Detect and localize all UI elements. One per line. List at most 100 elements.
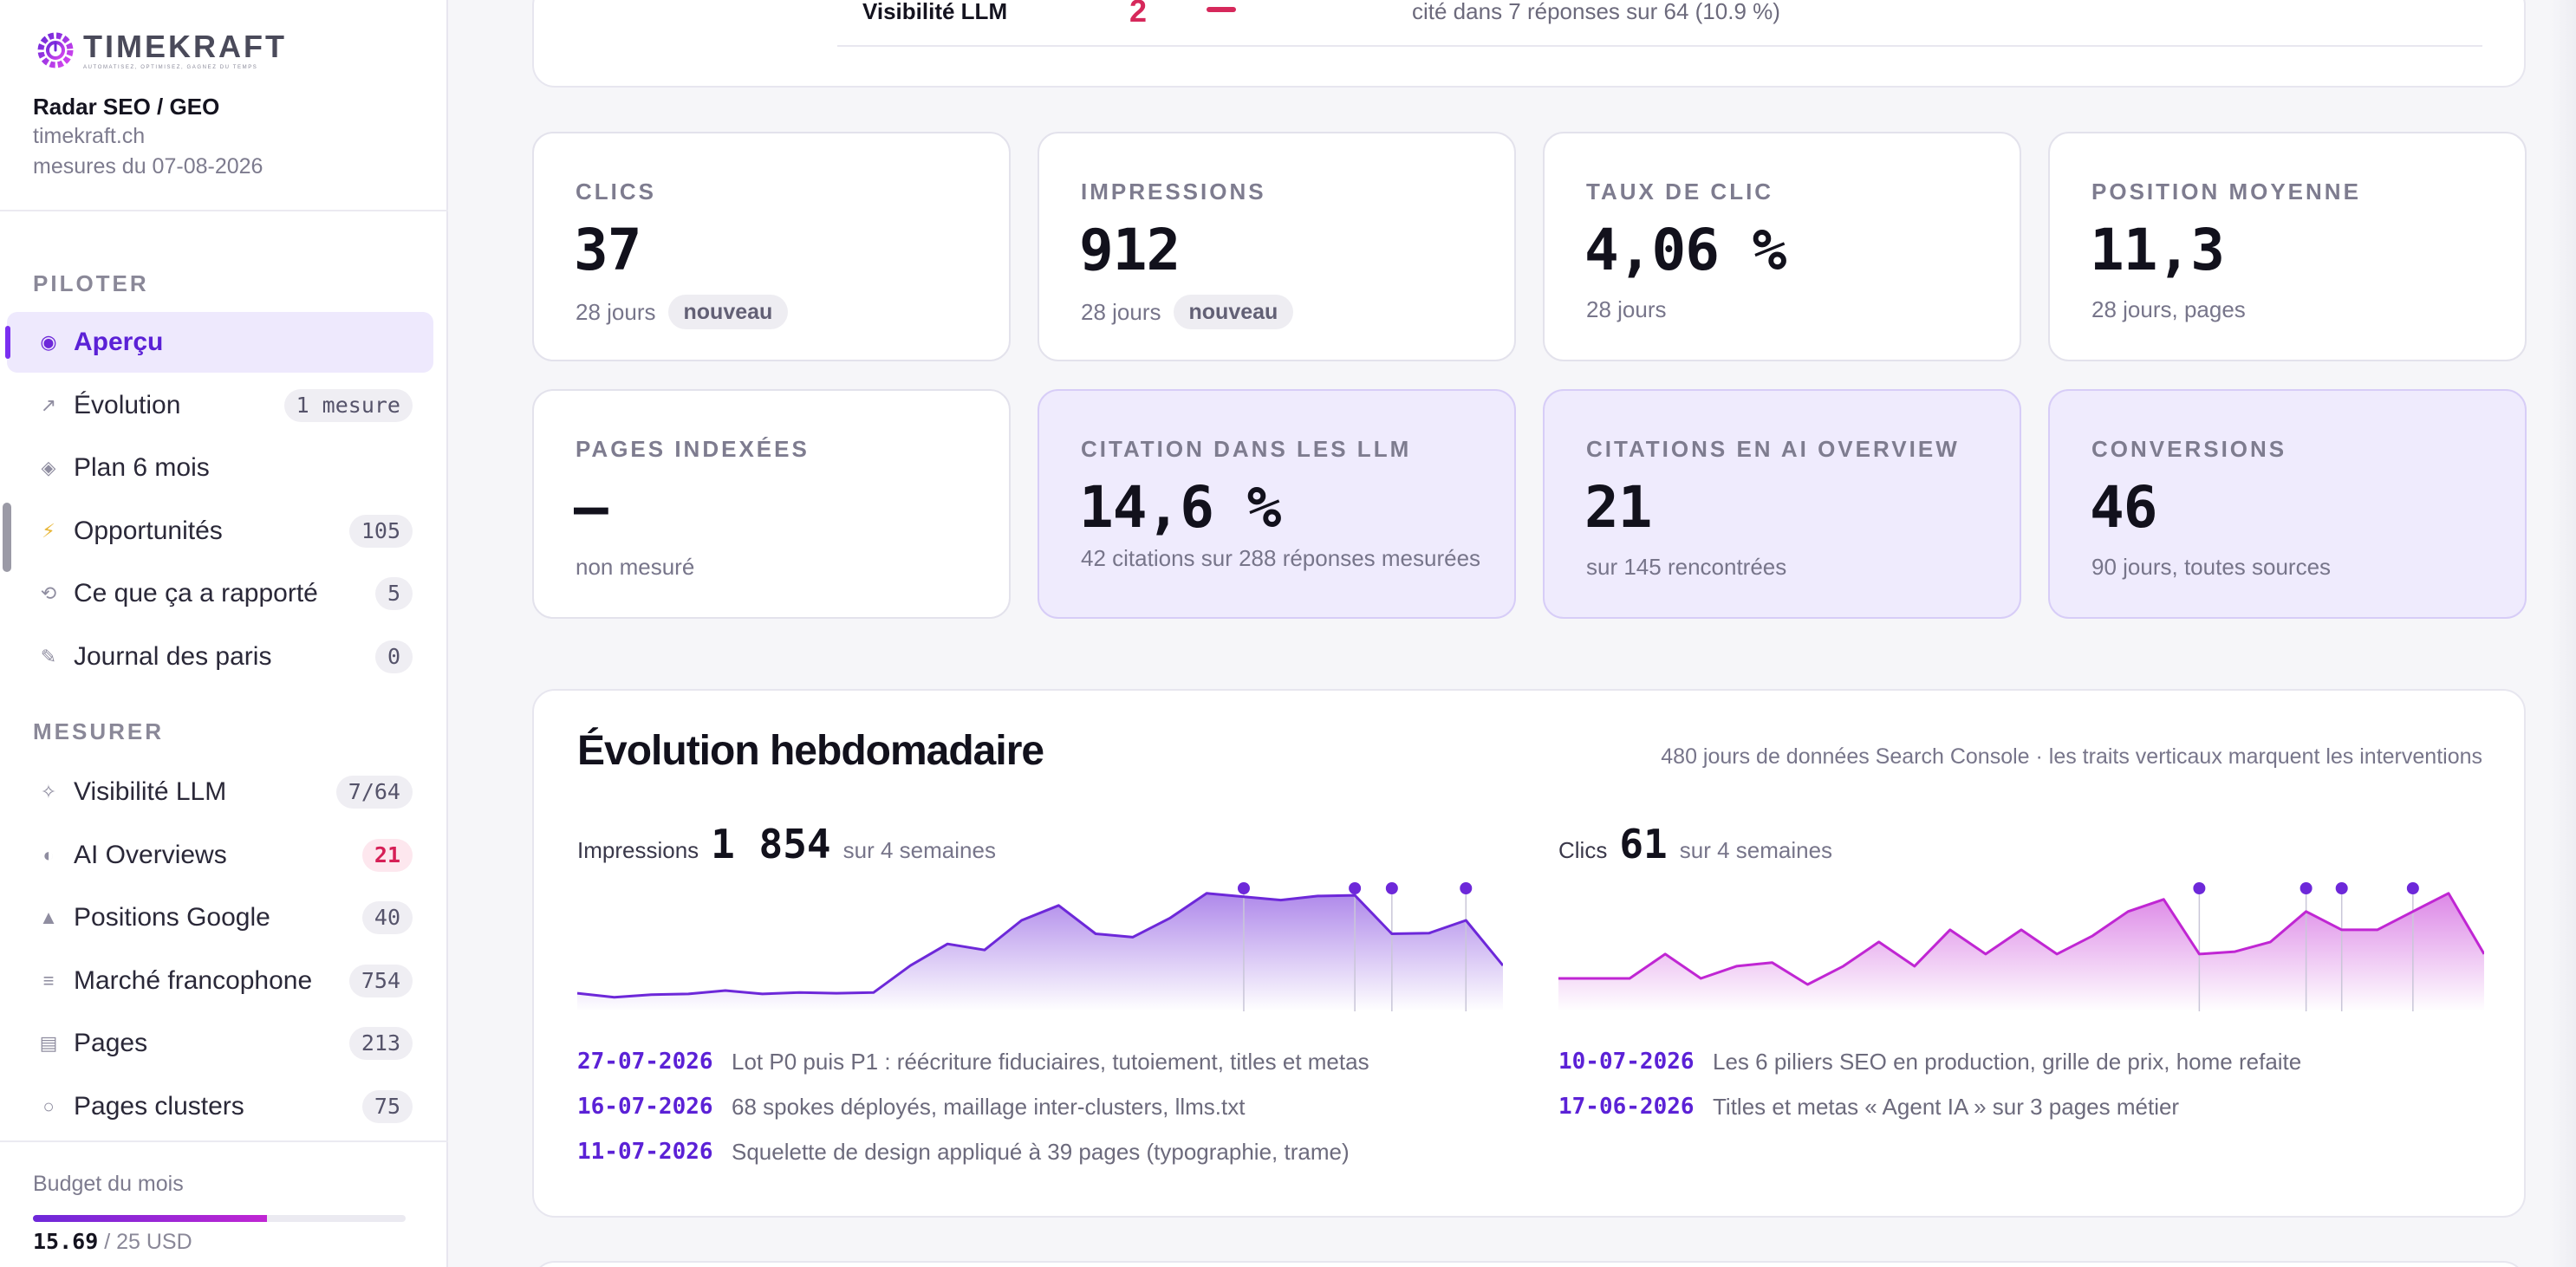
brand-tagline: AUTOMATISEZ, OPTIMISEZ, GAGNEZ DU TEMPS — [83, 64, 258, 70]
intervention-item: 27-07-2026 Lot P0 puis P1 : réécriture fi… — [577, 1039, 1369, 1084]
count-badge: 5 — [374, 577, 413, 611]
half-circle-icon: ◐ — [42, 843, 55, 866]
sparkle-icon: ✧ — [40, 781, 57, 802]
kpi-card[interactable]: CITATIONS EN AI OVERVIEW 21 sur 145 rencon… — [1543, 389, 2021, 619]
intervention-text: Les 6 piliers SEO en production, grille … — [1713, 1048, 2302, 1075]
section-label-measure: MESURER — [33, 718, 165, 744]
interventions-list-right: 10-07-2026 Les 6 piliers SEO en productio… — [1558, 1039, 2301, 1129]
kpi-sub-text: 42 citations sur 288 réponses mesurées — [1081, 545, 1481, 571]
sidebar-item-label: Marché francophone — [74, 965, 313, 995]
kpi-value: 11,3 — [2090, 217, 2225, 283]
kpi-card[interactable]: PAGES INDEXÉES – non mesuré — [532, 389, 1011, 619]
kpi-label: IMPRESSIONS — [1081, 179, 1266, 205]
brand-logo[interactable]: TIMEKRAFT AUTOMATISEZ, OPTIMISEZ, GAGNEZ… — [35, 29, 287, 71]
intervention-text: Squelette de design appliqué à 39 pages … — [732, 1138, 1350, 1165]
sidebar-item-apercu[interactable]: ◉ Aperçu — [5, 312, 433, 373]
kpi-value: 14,6 % — [1079, 474, 1281, 541]
kpi-sub: 28 jours nouveau — [1081, 295, 1488, 329]
sidebar: TIMEKRAFT AUTOMATISEZ, OPTIMISEZ, GAGNEZ… — [0, 0, 448, 1267]
kpi-sub: 28 jours — [1586, 295, 1994, 324]
sidebar-scrollbar[interactable] — [3, 503, 11, 572]
intervention-text: Titles et metas « Agent IA » sur 3 pages… — [1713, 1093, 2180, 1120]
sidebar-item-label: Journal des paris — [74, 642, 272, 671]
evolution-title: Évolution hebdomadaire — [577, 728, 1044, 774]
count-badge: 40 — [361, 901, 413, 935]
kpi-card[interactable]: CITATION DANS LES LLM 14,6 % 42 citations … — [1038, 389, 1516, 619]
top-row-label: Visibilité LLM — [862, 0, 1008, 24]
sidebar-item-evolution[interactable]: ↗ Évolution 1 mesure — [7, 375, 433, 436]
circle-icon: ○ — [42, 1095, 55, 1117]
intervention-date: 11-07-2026 — [577, 1139, 713, 1165]
top-row-value: 2 — [1129, 0, 1148, 29]
sidebar-item-label: AI Overviews — [74, 840, 227, 869]
intervention-item: 10-07-2026 Les 6 piliers SEO en productio… — [1558, 1039, 2301, 1084]
count-badge: 0 — [374, 640, 413, 673]
pencil-icon: ✎ — [40, 646, 57, 667]
kpi-sub: 28 jours, pages — [2091, 295, 2499, 324]
clicks-label: Clics — [1558, 837, 1608, 863]
chart-area — [1558, 893, 2484, 1011]
sidebar-item-journal-des-paris[interactable]: ✎ Journal des paris 0 — [7, 627, 433, 687]
kpi-sub: 90 jours, toutes sources — [2091, 552, 2499, 582]
lightning-icon: ⚡ — [42, 519, 55, 542]
kpi-card[interactable]: IMPRESSIONS 912 28 jours nouveau — [1038, 132, 1516, 361]
intervention-date: 16-07-2026 — [577, 1094, 713, 1120]
kpi-value: 46 — [2090, 474, 2157, 541]
intervention-item: 11-07-2026 Squelette de design appliqué à… — [577, 1129, 1369, 1174]
sidebar-item-visibilite-llm[interactable]: ✧ Visibilité LLM 7/64 — [7, 762, 433, 822]
trend-arrow-icon: ↗ — [40, 393, 57, 416]
intervention-marker-dot — [2193, 882, 2206, 894]
intervention-date: 17-06-2026 — [1558, 1094, 1695, 1120]
sidebar-item-ce-que-ca-a-rapporte[interactable]: ⟲ Ce que ça a rapporté 5 — [7, 563, 433, 624]
sidebar-item-label: Pages clusters — [74, 1092, 244, 1121]
count-badge: 1 mesure — [283, 388, 413, 422]
kpi-sub-text: 28 jours — [1586, 296, 1667, 322]
kpi-card[interactable]: CONVERSIONS 46 90 jours, toutes sources — [2048, 389, 2527, 619]
chart-area — [577, 893, 1503, 1011]
clicks-sparkline-chart[interactable] — [1558, 881, 2484, 1011]
sidebar-item-pages[interactable]: ▤ Pages 213 — [7, 1013, 433, 1074]
measure-date: mesures du 07-08-2026 — [33, 154, 263, 179]
impressions-sparkline-chart[interactable] — [577, 881, 1503, 1011]
page-edge — [2550, 0, 2576, 1267]
sidebar-item-opportunites[interactable]: ⚡ Opportunités 105 — [7, 501, 433, 562]
kpi-card[interactable]: TAUX DE CLIC 4,06 % 28 jours — [1543, 132, 2021, 361]
clicks-sub: sur 4 semaines — [1679, 837, 1833, 863]
kpi-label: CITATION DANS LES LLM — [1081, 436, 1412, 462]
kpi-sub: 42 citations sur 288 réponses mesurées — [1081, 543, 1488, 573]
intervention-marker-dot — [2406, 882, 2419, 894]
next-card — [532, 1261, 2526, 1267]
clicks-chart-header: Clics 61 sur 4 semaines — [1558, 821, 1832, 867]
kpi-label: CITATIONS EN AI OVERVIEW — [1586, 436, 1960, 462]
budget-label: Budget du mois — [33, 1172, 184, 1196]
impressions-label: Impressions — [577, 837, 699, 863]
kpi-value: – — [574, 474, 608, 541]
sidebar-item-ai-overviews[interactable]: ◐ AI Overviews 21 — [7, 825, 433, 886]
sidebar-item-pages-clusters[interactable]: ○ Pages clusters 75 — [7, 1076, 433, 1137]
budget-progress-bar — [33, 1215, 406, 1222]
sidebar-item-positions-google[interactable]: ▲ Positions Google 40 — [7, 887, 433, 948]
kpi-card[interactable]: CLICS 37 28 jours nouveau — [532, 132, 1011, 361]
kpi-card[interactable]: POSITION MOYENNE 11,3 28 jours, pages — [2048, 132, 2527, 361]
chart-line — [1558, 892, 2484, 986]
kpi-sub-text: 28 jours — [1081, 299, 1161, 325]
sidebar-item-label: Opportunités — [74, 516, 223, 545]
section-label-pilot: PILOTER — [33, 270, 149, 296]
intervention-text: 68 spokes déployés, maillage inter-clust… — [732, 1093, 1246, 1120]
intervention-marker-dot — [1385, 882, 1398, 894]
count-badge: 75 — [361, 1090, 413, 1123]
interventions-list-left: 27-07-2026 Lot P0 puis P1 : réécriture fi… — [577, 1039, 1369, 1174]
kpi-value: 912 — [1079, 217, 1181, 283]
intervention-marker-dot — [1237, 882, 1250, 894]
sidebar-item-plan-6-mois[interactable]: ◈ Plan 6 mois — [7, 438, 433, 498]
count-badge: 213 — [348, 1027, 413, 1061]
kpi-sub: sur 145 rencontrées — [1586, 552, 1994, 582]
budget-value: 15.69 / 25 USD — [33, 1229, 192, 1255]
sidebar-item-marche-francophone[interactable]: ≡ Marché francophone 754 — [7, 951, 433, 1011]
sidebar-item-label: Évolution — [74, 390, 181, 419]
impressions-chart-header: Impressions 1 854 sur 4 semaines — [577, 821, 996, 867]
row-divider — [837, 45, 2482, 47]
llm-visibility-card — [532, 0, 2526, 88]
intervention-text: Lot P0 puis P1 : réécriture fiduciaires,… — [732, 1048, 1369, 1075]
kpi-value: 21 — [1584, 474, 1652, 541]
